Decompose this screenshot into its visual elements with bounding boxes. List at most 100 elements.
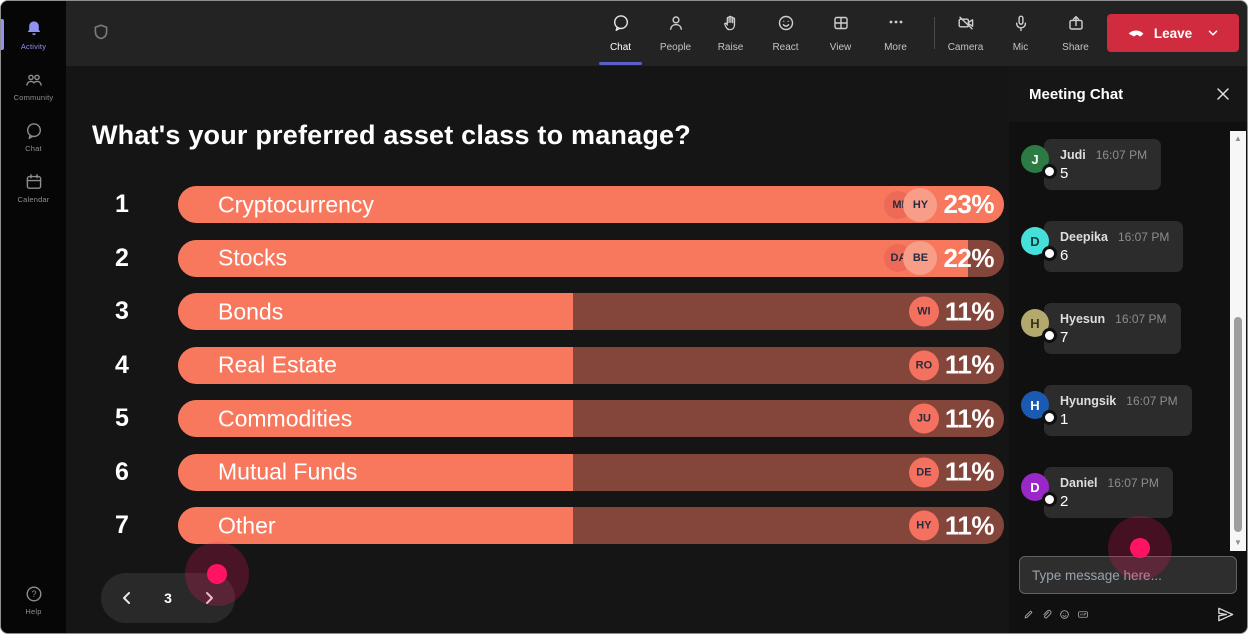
poll-bar: Other HY 11% [178, 507, 1004, 544]
composer-toolbar [1023, 602, 1235, 626]
poll-option-label: Real Estate [218, 351, 337, 378]
message-bubble: Hyungsik 16:07 PM 1 [1044, 385, 1192, 436]
chat-message-input[interactable] [1019, 556, 1237, 594]
pagination: 3 [101, 573, 235, 623]
poll-bar: Bonds WI 11% [178, 293, 1004, 330]
toolbar-button-camera[interactable]: Camera [938, 8, 993, 61]
sidebar-item-chat[interactable]: Chat [1, 113, 66, 160]
app-sidebar: Activity Community Chat Calendar ? Help [1, 1, 66, 633]
poll-bar-row: 4 Real Estate RO 11% [66, 346, 1004, 384]
poll-bar-fill [178, 453, 573, 491]
shield-logo-icon [90, 22, 112, 49]
chat-bubble-icon [24, 121, 44, 141]
toolbar-button-raise[interactable]: Raise [703, 8, 758, 61]
share-screen-icon [1066, 13, 1086, 38]
sidebar-item-help[interactable]: ? Help [1, 576, 66, 623]
message-bubble: Deepika 16:07 PM 6 [1044, 221, 1184, 272]
toolbar-button-share[interactable]: Share [1048, 8, 1103, 61]
poll-option-label: Cryptocurrency [218, 191, 374, 217]
scrollbar-thumb[interactable] [1234, 317, 1242, 532]
toolbar-button-view[interactable]: View [813, 8, 868, 61]
toolbar-label: View [829, 42, 852, 53]
toolbar-button-more[interactable]: More [868, 8, 923, 61]
timestamp: 16:07 PM [1117, 230, 1170, 244]
message-text: 1 [1060, 411, 1069, 428]
attach-icon[interactable] [1041, 609, 1052, 620]
rank-label: 1 [115, 190, 129, 218]
emoji-icon[interactable] [1059, 609, 1070, 620]
send-icon[interactable] [1216, 605, 1235, 624]
message-text: 2 [1060, 493, 1069, 510]
poll-option-label: Stocks [218, 244, 288, 271]
rank-label: 3 [115, 297, 129, 325]
poll-bar-fill [178, 507, 573, 544]
sidebar-item-label: Community [13, 93, 54, 102]
toolbar-button-mic[interactable]: Mic [993, 8, 1048, 61]
toolbar-label: Chat [609, 42, 632, 53]
poll-bar: Cryptocurrency MI HY 23% [178, 186, 1004, 223]
sidebar-item-activity[interactable]: Activity [1, 11, 66, 58]
sidebar-item-label: Chat [25, 144, 42, 153]
people-icon [666, 13, 686, 38]
sidebar-item-label: Activity [20, 42, 47, 51]
voter-chip: JU [908, 403, 939, 434]
status-dot [1042, 410, 1057, 425]
message-text: 5 [1060, 165, 1069, 182]
status-dot [1042, 164, 1057, 179]
active-tab-underline [599, 62, 642, 65]
sender-name: Hyesun [1060, 312, 1106, 326]
rank-label: 5 [115, 404, 129, 432]
scroll-up-arrow[interactable]: ▲ [1234, 134, 1242, 143]
poll-bar: Stocks DA BE 22% [178, 239, 1004, 277]
format-icon[interactable] [1023, 609, 1034, 620]
toolbar-button-people[interactable]: People [648, 8, 703, 61]
poll-option-label: Commodities [218, 405, 353, 431]
gif-icon[interactable] [1077, 609, 1089, 620]
message-text: 7 [1060, 329, 1069, 346]
more-ellipsis-icon [886, 13, 906, 38]
sidebar-item-label: Help [25, 607, 42, 616]
poll-bar: Commodities JU 11% [178, 400, 1004, 437]
chevron-down-icon[interactable] [1206, 26, 1220, 40]
poll-bar-row: 7 Other HY 11% [66, 507, 1004, 544]
calendar-icon [24, 172, 44, 192]
toolbar-button-chat[interactable]: Chat [593, 8, 648, 65]
status-dot [1042, 492, 1057, 507]
toolbar-label: React [772, 42, 799, 53]
poll-option-label: Bonds [218, 298, 284, 324]
close-icon[interactable] [1215, 86, 1231, 102]
voter-chip: RO [908, 350, 939, 380]
voter-chip: HY [903, 187, 938, 222]
message-bubble: Judi 16:07 PM 5 [1044, 139, 1162, 190]
chat-scrollbar[interactable]: ▲ ▼ [1230, 131, 1246, 551]
next-page-button[interactable] [201, 590, 217, 606]
page-number: 3 [164, 590, 172, 606]
poll-bar-row: 6 Mutual Funds DE 11% [66, 453, 1004, 491]
poll-option-label: Other [218, 512, 276, 538]
sidebar-item-community[interactable]: Community [1, 62, 66, 109]
community-icon [24, 70, 44, 90]
poll-bar-fill [178, 239, 969, 277]
prev-page-button[interactable] [119, 590, 135, 606]
chat-panel-header: Meeting Chat [1009, 66, 1247, 122]
toolbar-button-react[interactable]: React [758, 8, 813, 61]
poll-bar-row: 5 Commodities JU 11% [66, 400, 1004, 437]
timestamp: 16:07 PM [1115, 312, 1167, 326]
scroll-down-arrow[interactable]: ▼ [1234, 538, 1242, 547]
meeting-controls-group: Chat People Raise React [593, 8, 923, 65]
message-bubble: Hyesun 16:07 PM 7 [1044, 303, 1181, 354]
chat-message: H Hyesun 16:07 PM 7 [1021, 303, 1225, 354]
poll-percent: 11% [944, 403, 995, 433]
toolbar-label: Share [1062, 42, 1089, 53]
meeting-chat-panel: Meeting Chat J Judi 16:07 PM 5 D [1009, 66, 1247, 633]
grid-view-icon [831, 13, 851, 38]
poll-bar-row: 2 Stocks DA BE 22% [66, 239, 1004, 277]
chat-input-wrap [1019, 556, 1237, 594]
sidebar-item-calendar[interactable]: Calendar [1, 164, 66, 211]
poll-percent: 11% [944, 510, 995, 540]
leave-button[interactable]: Leave [1107, 14, 1239, 52]
poll-results-list: 1 Cryptocurrency MI HY 23% 2 Stocks [66, 186, 1004, 544]
voter-chip: WI [908, 296, 939, 327]
svg-text:?: ? [31, 589, 36, 599]
